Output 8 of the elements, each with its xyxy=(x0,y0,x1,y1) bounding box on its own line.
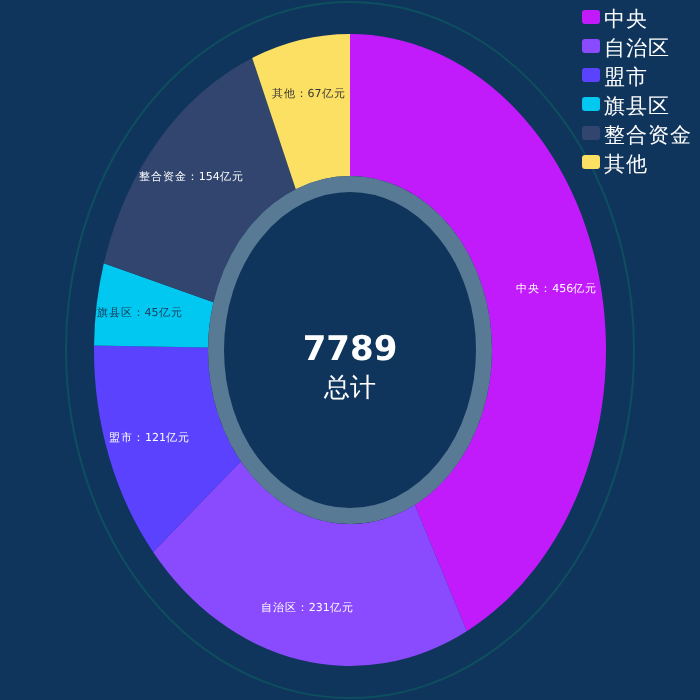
text: 总计 xyxy=(322,374,376,404)
legend-label: 其他 xyxy=(604,151,648,177)
text: 7789 xyxy=(302,330,398,370)
legend-label: 整合资金 xyxy=(604,122,692,148)
legend-label: 中央 xyxy=(604,6,648,32)
legend-label: 自治区 xyxy=(604,37,670,61)
legend-label: 旗县区 xyxy=(604,93,670,119)
legend-label: 盟市 xyxy=(604,64,648,90)
